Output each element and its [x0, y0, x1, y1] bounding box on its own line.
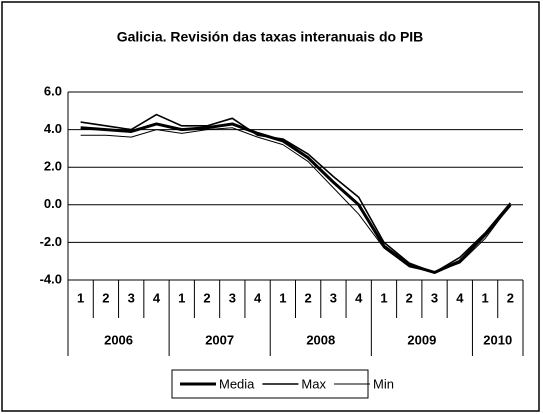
x-tick-label: 3 [330, 290, 337, 305]
x-tick-label: 4 [355, 290, 363, 305]
y-tick-label: 2.0 [44, 159, 62, 174]
x-tick-label: 1 [380, 290, 387, 305]
x-tick-label: 2 [203, 290, 210, 305]
x-tick-label: 2 [305, 290, 312, 305]
y-tick-label: 6.0 [44, 83, 62, 98]
legend-label: Max [301, 376, 326, 391]
legend: Media Max Min [171, 369, 394, 399]
x-group-label: 2008 [306, 332, 335, 347]
x-group-label: 2010 [483, 332, 512, 347]
x-tick-label: 3 [431, 290, 438, 305]
x-tick-label: 3 [128, 290, 135, 305]
x-group-label: 2007 [205, 332, 234, 347]
x-tick-label: 1 [178, 290, 185, 305]
y-tick-label: -4.0 [40, 271, 62, 286]
x-tick-label: 4 [456, 290, 464, 305]
legend-label: Min [373, 376, 394, 391]
y-tick-label: -2.0 [40, 234, 62, 249]
x-group-label: 2009 [407, 332, 436, 347]
legend-label: Media [219, 376, 255, 391]
y-tick-label: 0.0 [44, 196, 62, 211]
x-tick-label: 4 [254, 290, 262, 305]
x-group-label: 2006 [104, 332, 133, 347]
y-tick-label: 4.0 [44, 121, 62, 136]
x-tick-label: 3 [229, 290, 236, 305]
line-series [80, 127, 511, 273]
x-tick-label: 1 [481, 290, 488, 305]
x-tick-label: 4 [153, 290, 161, 305]
line-series [80, 113, 511, 274]
x-tick-label: 2 [406, 290, 413, 305]
x-tick-label: 2 [102, 290, 109, 305]
x-tick-label: 1 [279, 290, 286, 305]
chart-title: Galicia. Revisión das taxas interanuais … [117, 29, 424, 45]
x-tick-label: 1 [77, 290, 84, 305]
x-tick-label: 2 [507, 290, 514, 305]
